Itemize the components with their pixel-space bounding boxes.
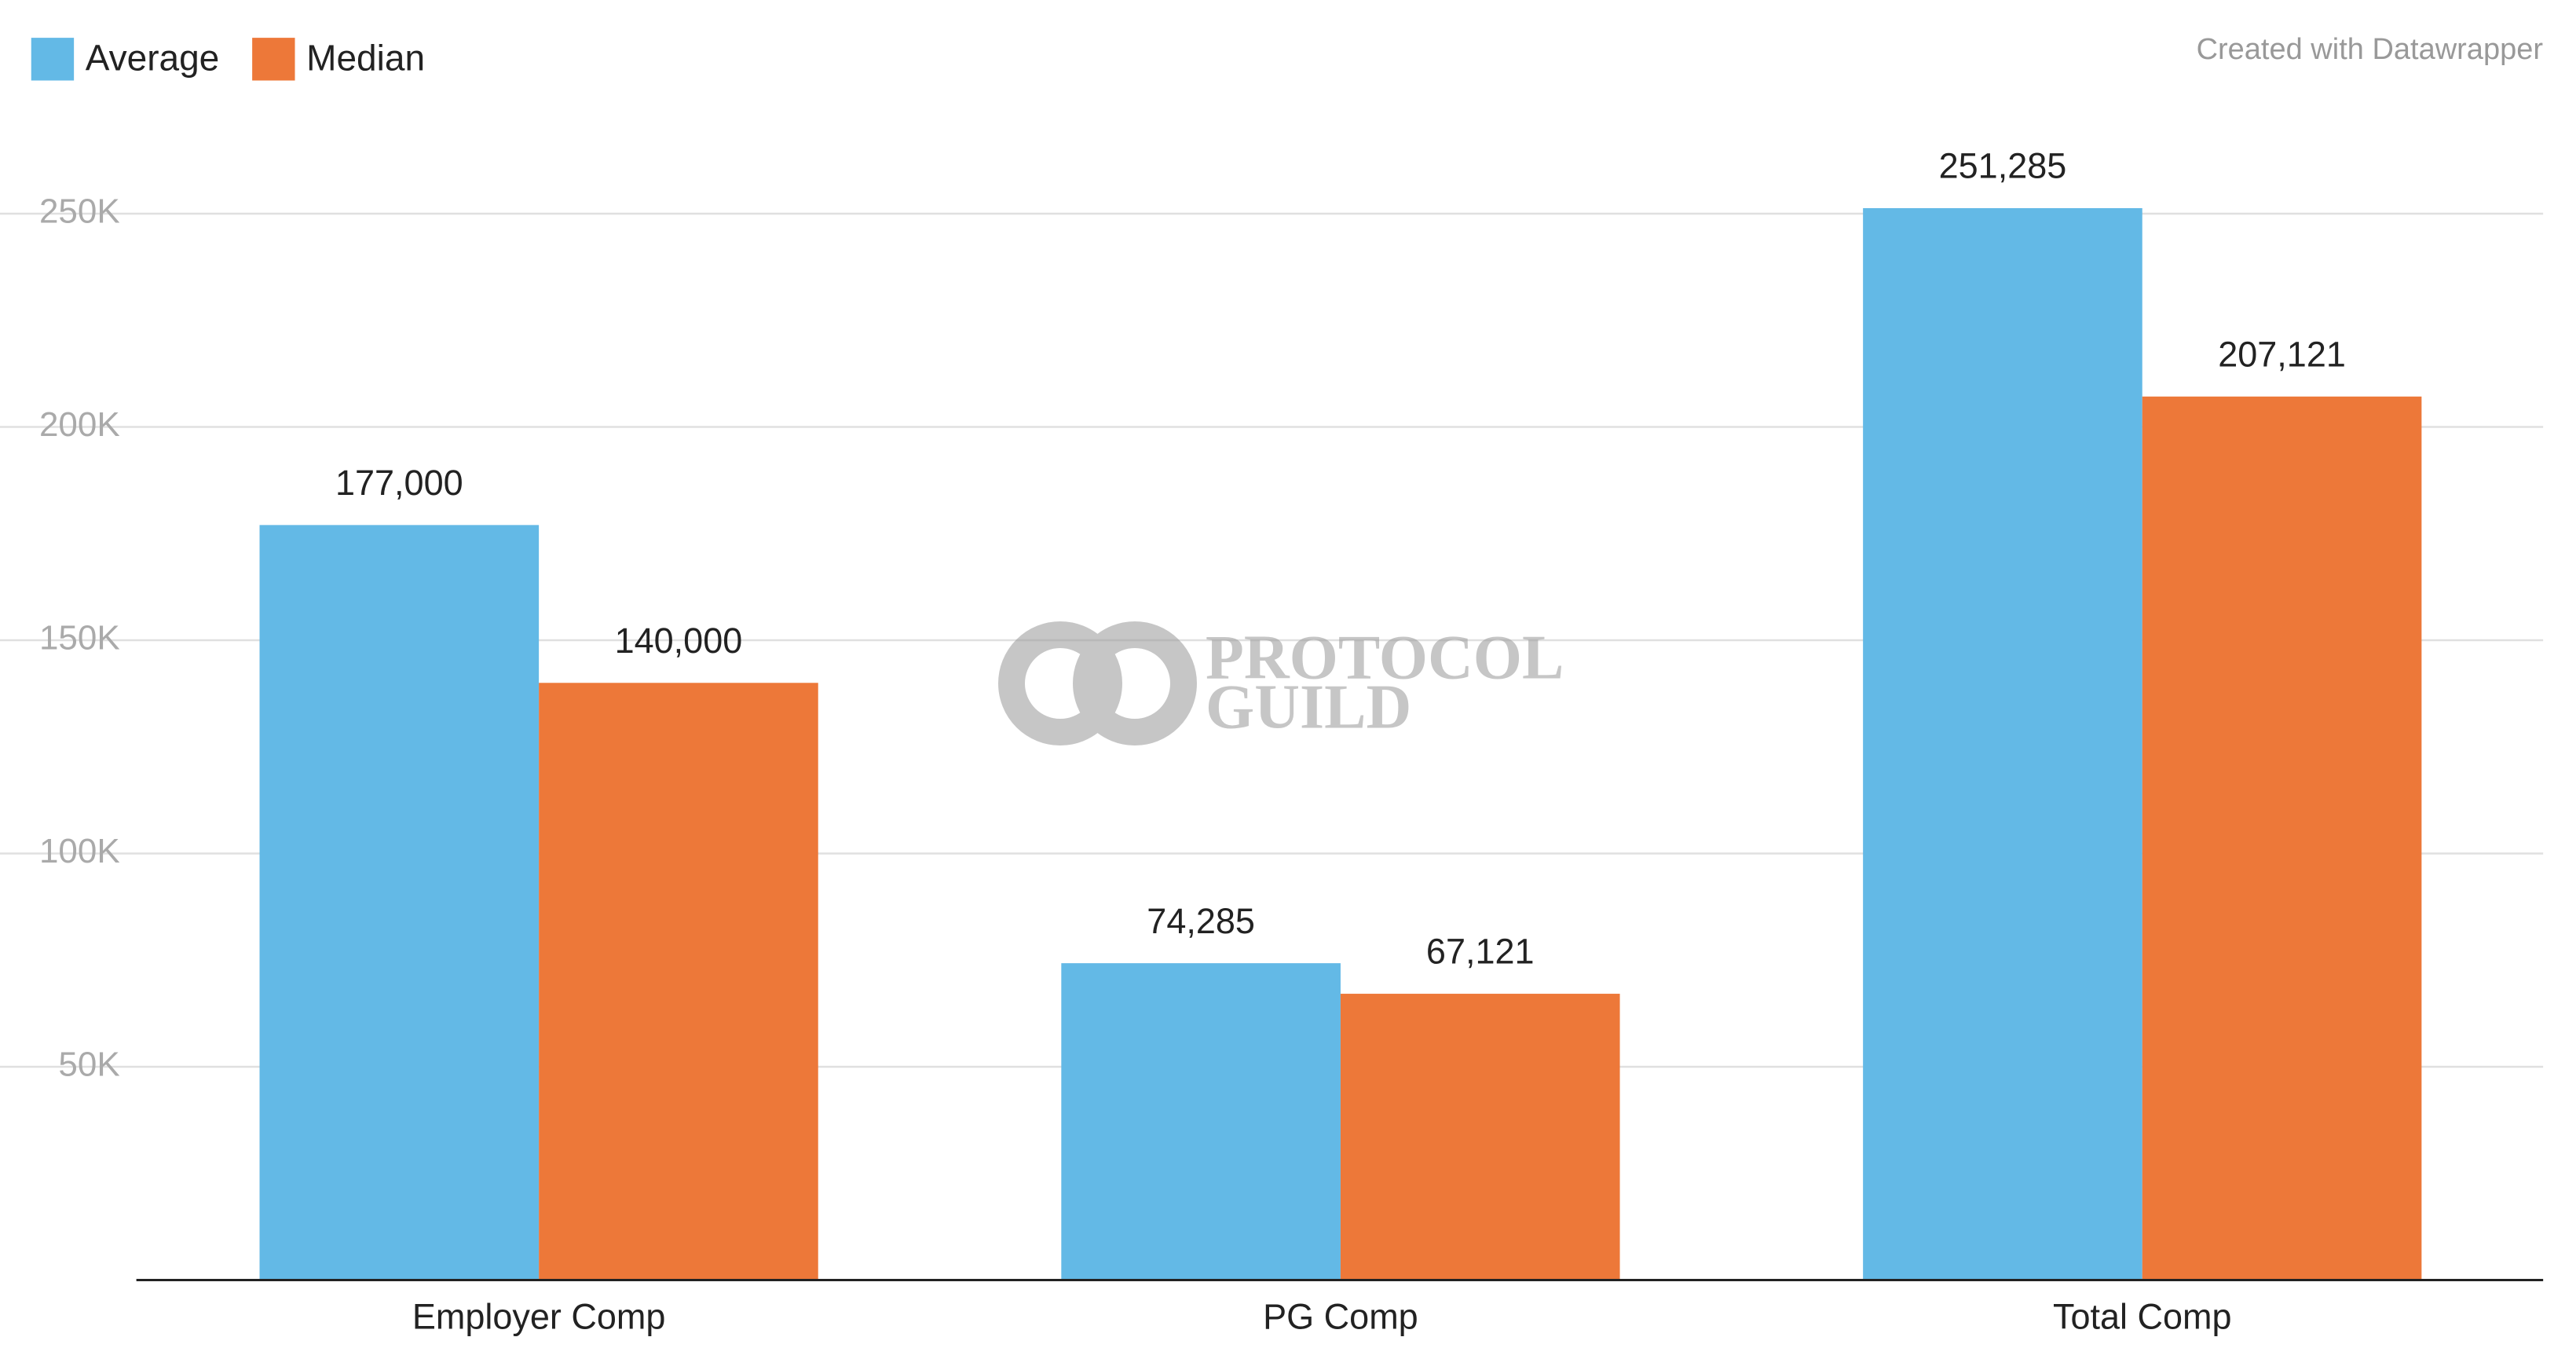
legend-label: Median — [306, 38, 425, 79]
bar — [1061, 963, 1341, 1280]
watermark-line: PROTOCOL — [1206, 623, 1564, 692]
value-label: 67,121 — [1426, 932, 1535, 972]
bar — [259, 525, 540, 1280]
legend-label: Average — [86, 38, 220, 79]
bar — [1340, 994, 1620, 1280]
x-tick-label: Total Comp — [2053, 1297, 2232, 1337]
watermark-line: GUILD — [1206, 672, 1411, 742]
value-label: 207,121 — [2218, 334, 2346, 374]
value-label: 140,000 — [615, 621, 743, 661]
y-tick-label: 250K — [39, 192, 120, 231]
value-label: 74,285 — [1147, 901, 1255, 941]
logo-o — [998, 621, 1122, 745]
value-label: 251,285 — [1939, 146, 2067, 186]
value-label: 177,000 — [335, 463, 463, 503]
y-tick-label: 150K — [39, 619, 120, 658]
watermark: PROTOCOL GUILD — [998, 621, 1564, 745]
bar — [1863, 207, 2142, 1280]
legend-swatch — [252, 38, 295, 81]
credit: Created with Datawrapper — [2197, 33, 2544, 66]
logo-g — [1073, 621, 1197, 745]
y-tick-label: 200K — [39, 405, 120, 444]
x-tick-label: Employer Comp — [412, 1297, 666, 1337]
x-tick-label: PG Comp — [1263, 1297, 1418, 1337]
bar — [2142, 396, 2422, 1280]
legend-swatch — [31, 38, 75, 81]
bar — [539, 683, 818, 1280]
y-tick-label: 50K — [58, 1046, 119, 1084]
y-tick-label: 100K — [39, 832, 120, 870]
